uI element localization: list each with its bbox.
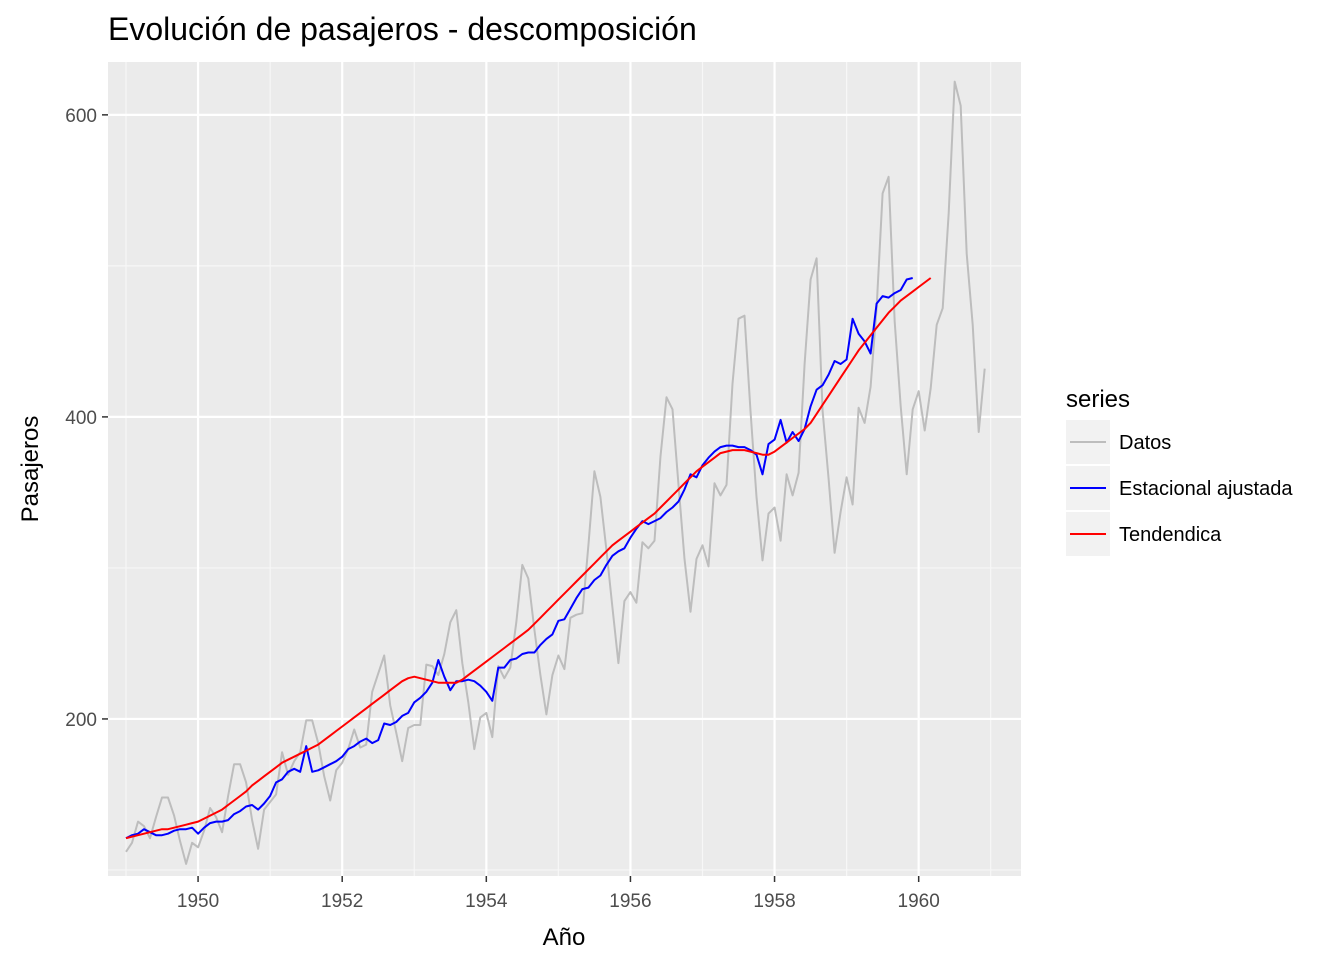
x-tick-label: 1960 — [898, 891, 940, 912]
x-axis: 1950 1952 1954 1956 1958 1960 — [177, 876, 940, 912]
grid-layer — [108, 62, 1021, 876]
y-axis: 200 400 600 — [65, 106, 108, 731]
x-tick-label: 1958 — [753, 891, 795, 912]
series-line-estacional-ajustada — [125, 277, 913, 840]
series-line-tendendica — [125, 277, 932, 840]
x-tick-label: 1954 — [465, 891, 508, 912]
y-tick-label: 600 — [65, 106, 97, 127]
legend-item: Datos — [1066, 420, 1171, 464]
legend: series Datos Estacional ajustada Tendendic… — [1066, 386, 1293, 556]
legend-items: Datos Estacional ajustada Tendendica — [1066, 420, 1293, 556]
legend-item: Tendendica — [1066, 512, 1222, 556]
legend-title: series — [1066, 386, 1130, 413]
legend-label: Tendendica — [1119, 524, 1222, 546]
legend-item: Estacional ajustada — [1066, 466, 1293, 510]
plot-panel — [108, 62, 1021, 876]
x-tick-label: 1950 — [177, 891, 219, 912]
y-tick-label: 200 — [65, 710, 97, 731]
x-axis-title: Año — [543, 924, 586, 951]
y-tick-label: 400 — [65, 408, 97, 429]
legend-label: Estacional ajustada — [1119, 478, 1293, 500]
legend-label: Datos — [1119, 432, 1171, 454]
y-axis-title: Pasajeros — [17, 416, 44, 523]
series-layer — [125, 80, 986, 865]
series-line-datos — [125, 80, 986, 865]
x-tick-label: 1956 — [609, 891, 651, 912]
x-tick-label: 1952 — [321, 891, 363, 912]
chart-title: Evolución de pasajeros - descomposición — [108, 11, 697, 47]
